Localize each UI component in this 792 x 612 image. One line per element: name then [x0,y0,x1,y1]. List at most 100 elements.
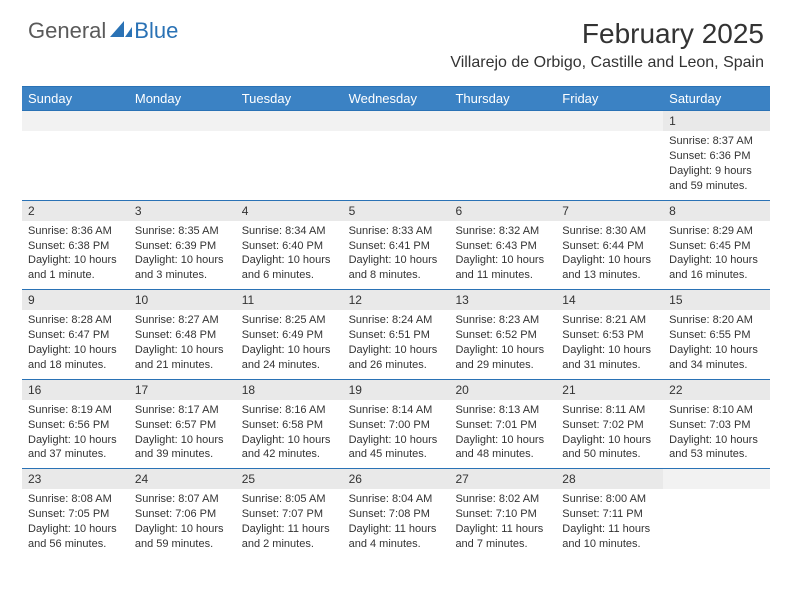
day-number: 1 [663,111,770,131]
day-cell: 16Sunrise: 8:19 AMSunset: 6:56 PMDayligh… [22,380,129,469]
day-cell: 14Sunrise: 8:21 AMSunset: 6:53 PMDayligh… [556,290,663,379]
daylight-text: Daylight: 10 hours [669,433,764,448]
sunrise-text: Sunrise: 8:28 AM [28,313,123,328]
daylight-text: and 34 minutes. [669,358,764,373]
location-text: Villarejo de Orbigo, Castille and Leon, … [450,54,764,72]
week-row: 16Sunrise: 8:19 AMSunset: 6:56 PMDayligh… [22,379,770,469]
day-number: 6 [449,201,556,221]
daylight-text: and 2 minutes. [242,537,337,552]
day-number: 10 [129,290,236,310]
day-cell: 13Sunrise: 8:23 AMSunset: 6:52 PMDayligh… [449,290,556,379]
daylight-text: Daylight: 10 hours [242,433,337,448]
daylight-text: Daylight: 10 hours [349,343,444,358]
day-header-saturday: Saturday [663,87,770,110]
day-content: Sunrise: 8:29 AMSunset: 6:45 PMDaylight:… [663,221,770,289]
daylight-text: Daylight: 10 hours [349,253,444,268]
day-cell: 6Sunrise: 8:32 AMSunset: 6:43 PMDaylight… [449,201,556,290]
sunrise-text: Sunrise: 8:08 AM [28,492,123,507]
daylight-text: Daylight: 11 hours [349,522,444,537]
day-number: 26 [343,469,450,489]
day-cell [556,111,663,200]
month-title: February 2025 [450,18,764,50]
daylight-text: Daylight: 10 hours [669,343,764,358]
day-cell [343,111,450,200]
week-row: 9Sunrise: 8:28 AMSunset: 6:47 PMDaylight… [22,289,770,379]
sunset-text: Sunset: 6:53 PM [562,328,657,343]
day-content: Sunrise: 8:13 AMSunset: 7:01 PMDaylight:… [449,400,556,468]
day-cell: 24Sunrise: 8:07 AMSunset: 7:06 PMDayligh… [129,469,236,558]
day-content: Sunrise: 8:19 AMSunset: 6:56 PMDaylight:… [22,400,129,468]
day-header-tuesday: Tuesday [236,87,343,110]
sunset-text: Sunset: 6:55 PM [669,328,764,343]
sunrise-text: Sunrise: 8:30 AM [562,224,657,239]
day-cell: 22Sunrise: 8:10 AMSunset: 7:03 PMDayligh… [663,380,770,469]
daylight-text: Daylight: 10 hours [242,343,337,358]
sunset-text: Sunset: 6:56 PM [28,418,123,433]
daylight-text: Daylight: 10 hours [455,253,550,268]
day-content: Sunrise: 8:23 AMSunset: 6:52 PMDaylight:… [449,310,556,378]
day-number: 5 [343,201,450,221]
sunset-text: Sunset: 7:02 PM [562,418,657,433]
sunrise-text: Sunrise: 8:16 AM [242,403,337,418]
sunrise-text: Sunrise: 8:07 AM [135,492,230,507]
daylight-text: and 26 minutes. [349,358,444,373]
daylight-text: and 59 minutes. [669,179,764,194]
sunrise-text: Sunrise: 8:24 AM [349,313,444,328]
sunrise-text: Sunrise: 8:23 AM [455,313,550,328]
day-content: Sunrise: 8:14 AMSunset: 7:00 PMDaylight:… [343,400,450,468]
day-number: 7 [556,201,663,221]
daylight-text: and 18 minutes. [28,358,123,373]
day-content: Sunrise: 8:04 AMSunset: 7:08 PMDaylight:… [343,489,450,557]
day-cell: 2Sunrise: 8:36 AMSunset: 6:38 PMDaylight… [22,201,129,290]
day-number: 27 [449,469,556,489]
sunset-text: Sunset: 6:58 PM [242,418,337,433]
sunset-text: Sunset: 6:49 PM [242,328,337,343]
sunrise-text: Sunrise: 8:34 AM [242,224,337,239]
sunrise-text: Sunrise: 8:14 AM [349,403,444,418]
sunset-text: Sunset: 6:57 PM [135,418,230,433]
day-cell [236,111,343,200]
day-number: 15 [663,290,770,310]
day-number: 23 [22,469,129,489]
daylight-text: and 59 minutes. [135,537,230,552]
daylight-text: and 24 minutes. [242,358,337,373]
day-header-wednesday: Wednesday [343,87,450,110]
day-number [22,111,129,131]
logo-text-general: General [28,18,106,44]
sunrise-text: Sunrise: 8:04 AM [349,492,444,507]
day-cell: 20Sunrise: 8:13 AMSunset: 7:01 PMDayligh… [449,380,556,469]
sunset-text: Sunset: 6:45 PM [669,239,764,254]
day-number: 2 [22,201,129,221]
daylight-text: Daylight: 11 hours [562,522,657,537]
daylight-text: and 16 minutes. [669,268,764,283]
day-header-thursday: Thursday [449,87,556,110]
daylight-text: Daylight: 10 hours [28,253,123,268]
sunrise-text: Sunrise: 8:00 AM [562,492,657,507]
day-number [343,111,450,131]
day-content: Sunrise: 8:32 AMSunset: 6:43 PMDaylight:… [449,221,556,289]
sunset-text: Sunset: 6:48 PM [135,328,230,343]
day-content: Sunrise: 8:17 AMSunset: 6:57 PMDaylight:… [129,400,236,468]
day-number: 22 [663,380,770,400]
day-content: Sunrise: 8:25 AMSunset: 6:49 PMDaylight:… [236,310,343,378]
daylight-text: and 10 minutes. [562,537,657,552]
sunset-text: Sunset: 7:05 PM [28,507,123,522]
daylight-text: and 42 minutes. [242,447,337,462]
sunset-text: Sunset: 6:51 PM [349,328,444,343]
daylight-text: Daylight: 10 hours [669,253,764,268]
sunset-text: Sunset: 7:03 PM [669,418,764,433]
daylight-text: Daylight: 10 hours [28,343,123,358]
daylight-text: Daylight: 10 hours [135,522,230,537]
day-content: Sunrise: 8:24 AMSunset: 6:51 PMDaylight:… [343,310,450,378]
week-row: 1Sunrise: 8:37 AMSunset: 6:36 PMDaylight… [22,110,770,200]
day-number: 28 [556,469,663,489]
daylight-text: Daylight: 11 hours [455,522,550,537]
daylight-text: Daylight: 10 hours [455,433,550,448]
daylight-text: Daylight: 10 hours [28,433,123,448]
sunset-text: Sunset: 7:08 PM [349,507,444,522]
day-content: Sunrise: 8:11 AMSunset: 7:02 PMDaylight:… [556,400,663,468]
daylight-text: and 29 minutes. [455,358,550,373]
daylight-text: Daylight: 10 hours [349,433,444,448]
day-number: 8 [663,201,770,221]
day-content: Sunrise: 8:05 AMSunset: 7:07 PMDaylight:… [236,489,343,557]
